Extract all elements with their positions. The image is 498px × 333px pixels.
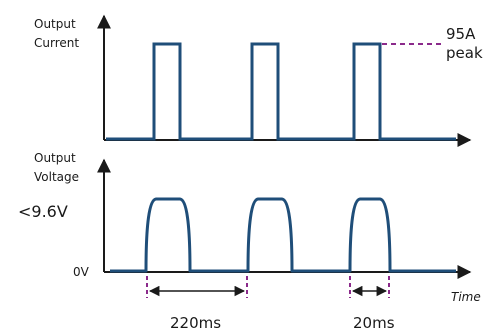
voltage-level-label: <9.6V bbox=[18, 202, 68, 221]
peak-value-label: 95A bbox=[446, 25, 476, 43]
voltage-waveform bbox=[110, 197, 456, 273]
period-label: 220ms bbox=[170, 314, 221, 332]
current-waveform bbox=[106, 42, 456, 141]
pulse-width-label: 20ms bbox=[353, 314, 395, 332]
voltage-axis-label-line1: Output bbox=[34, 151, 76, 165]
peak-word-label: peak bbox=[446, 44, 483, 62]
zero-volts-label: 0V bbox=[73, 265, 90, 279]
current-axis-label-line1: Output bbox=[34, 17, 76, 31]
voltage-axis-label-line2: Voltage bbox=[34, 170, 79, 184]
time-axis-label: Time bbox=[451, 290, 481, 304]
current-axis-label-line2: Current bbox=[34, 36, 79, 50]
